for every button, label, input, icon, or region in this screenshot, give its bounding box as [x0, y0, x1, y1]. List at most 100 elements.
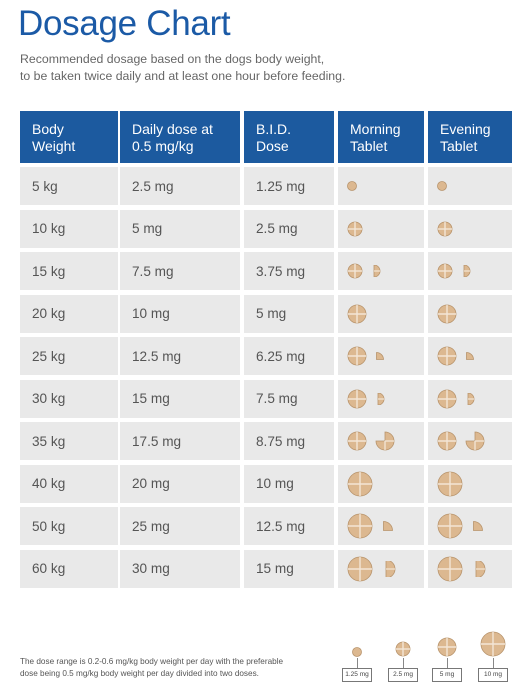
tablet-icon [436, 220, 454, 238]
tablet-icon [374, 392, 386, 405]
tablet-icon [346, 220, 364, 238]
cell-bid: 6.25 mg [244, 337, 334, 375]
tablet-icon [436, 388, 458, 410]
subtitle-line: to be taken twice daily and at least one… [20, 69, 346, 83]
legend-stem [357, 658, 358, 668]
header-line: 0.5 mg/kg [132, 138, 194, 154]
cell-weight: 15 kg [20, 252, 118, 290]
cell-daily: 17.5 mg [120, 422, 240, 460]
legend-tablet-icon [394, 640, 412, 658]
cell-daily: 25 mg [120, 507, 240, 545]
cell-morning-tablet [338, 549, 424, 588]
cell-evening-tablet [428, 209, 512, 248]
cell-evening-tablet [428, 337, 512, 375]
legend-label: 5 mg [432, 668, 462, 682]
tablet-icon [374, 350, 386, 362]
tablet-icon [346, 262, 364, 280]
cell-morning-tablet [338, 294, 424, 333]
cell-weight: 25 kg [20, 337, 118, 375]
header-line: Daily dose at [132, 121, 213, 137]
header-line: Tablet [440, 138, 478, 154]
cell-daily: 7.5 mg [120, 252, 240, 290]
header-evening: Evening Tablet [428, 111, 512, 163]
cell-bid: 5 mg [244, 294, 334, 333]
cell-weight: 60 kg [20, 549, 118, 588]
tablet-icon [436, 303, 458, 325]
cell-weight: 30 kg [20, 379, 118, 418]
tablet-icon [436, 430, 458, 452]
tablet-icon [470, 518, 486, 534]
footnote-line: dose being 0.5 mg/kg body weight per day… [20, 669, 259, 678]
header-line: Tablet [350, 138, 388, 154]
tablet-icon [346, 430, 368, 452]
tablet-icon [436, 345, 458, 367]
cell-weight: 20 kg [20, 294, 118, 333]
cell-weight: 40 kg [20, 464, 118, 503]
header-bid: B.I.D. Dose [244, 111, 334, 163]
cell-evening-tablet [428, 252, 512, 290]
cell-bid: 10 mg [244, 464, 334, 503]
tablet-icon [436, 470, 464, 498]
cell-daily: 10 mg [120, 294, 240, 333]
tablet-icon [346, 345, 368, 367]
tablet-icon [470, 560, 486, 577]
cell-bid: 15 mg [244, 549, 334, 588]
cell-morning-tablet [338, 422, 424, 460]
header-weight: Body Weight [20, 111, 118, 163]
tablet-icon [464, 392, 476, 405]
legend-stem [447, 658, 448, 668]
header-morning: Morning Tablet [338, 111, 424, 163]
legend-stem [493, 658, 494, 668]
cell-bid: 12.5 mg [244, 507, 334, 545]
cell-morning-tablet [338, 209, 424, 248]
cell-daily: 5 mg [120, 209, 240, 248]
cell-bid: 1.25 mg [244, 167, 334, 205]
legend-label: 2.5 mg [388, 668, 418, 682]
cell-daily: 15 mg [120, 379, 240, 418]
header-line: B.I.D. [256, 121, 292, 137]
tablet-icon [380, 560, 396, 577]
tablet-icon [346, 555, 374, 583]
cell-weight: 5 kg [20, 167, 118, 205]
header-line: Weight [32, 138, 76, 154]
tablet-icon [346, 388, 368, 410]
page-title: Dosage Chart [18, 4, 231, 43]
header-line: Dose [256, 138, 289, 154]
legend-label: 1.25 mg [342, 668, 372, 682]
legend-tablet-icon [479, 630, 507, 658]
tablet-icon [380, 518, 396, 534]
cell-evening-tablet [428, 464, 512, 503]
cell-bid: 2.5 mg [244, 209, 334, 248]
cell-evening-tablet [428, 507, 512, 545]
cell-morning-tablet [338, 507, 424, 545]
cell-weight: 50 kg [20, 507, 118, 545]
tablet-icon [464, 430, 486, 452]
cell-bid: 8.75 mg [244, 422, 334, 460]
cell-evening-tablet [428, 379, 512, 418]
tablet-icon [346, 512, 374, 540]
tablet-icon [346, 180, 358, 192]
cell-morning-tablet [338, 337, 424, 375]
cell-daily: 12.5 mg [120, 337, 240, 375]
legend-label: 10 mg [478, 668, 508, 682]
cell-bid: 7.5 mg [244, 379, 334, 418]
tablet-icon [436, 262, 454, 280]
footnote-line: The dose range is 0.2-0.6 mg/kg body wei… [20, 657, 284, 666]
cell-evening-tablet [428, 422, 512, 460]
tablet-icon [346, 303, 368, 325]
header-line: Evening [440, 121, 491, 137]
tablet-icon [370, 265, 382, 277]
cell-evening-tablet [428, 294, 512, 333]
cell-morning-tablet [338, 167, 424, 205]
cell-weight: 35 kg [20, 422, 118, 460]
cell-daily: 20 mg [120, 464, 240, 503]
legend-stem [403, 658, 404, 668]
cell-daily: 2.5 mg [120, 167, 240, 205]
tablet-icon [460, 265, 472, 277]
legend-tablet-icon [351, 646, 363, 658]
legend-tablet-icon [436, 636, 458, 658]
subtitle-line: Recommended dosage based on the dogs bod… [20, 52, 325, 66]
cell-weight: 10 kg [20, 209, 118, 248]
cell-morning-tablet [338, 252, 424, 290]
tablet-icon [436, 555, 464, 583]
